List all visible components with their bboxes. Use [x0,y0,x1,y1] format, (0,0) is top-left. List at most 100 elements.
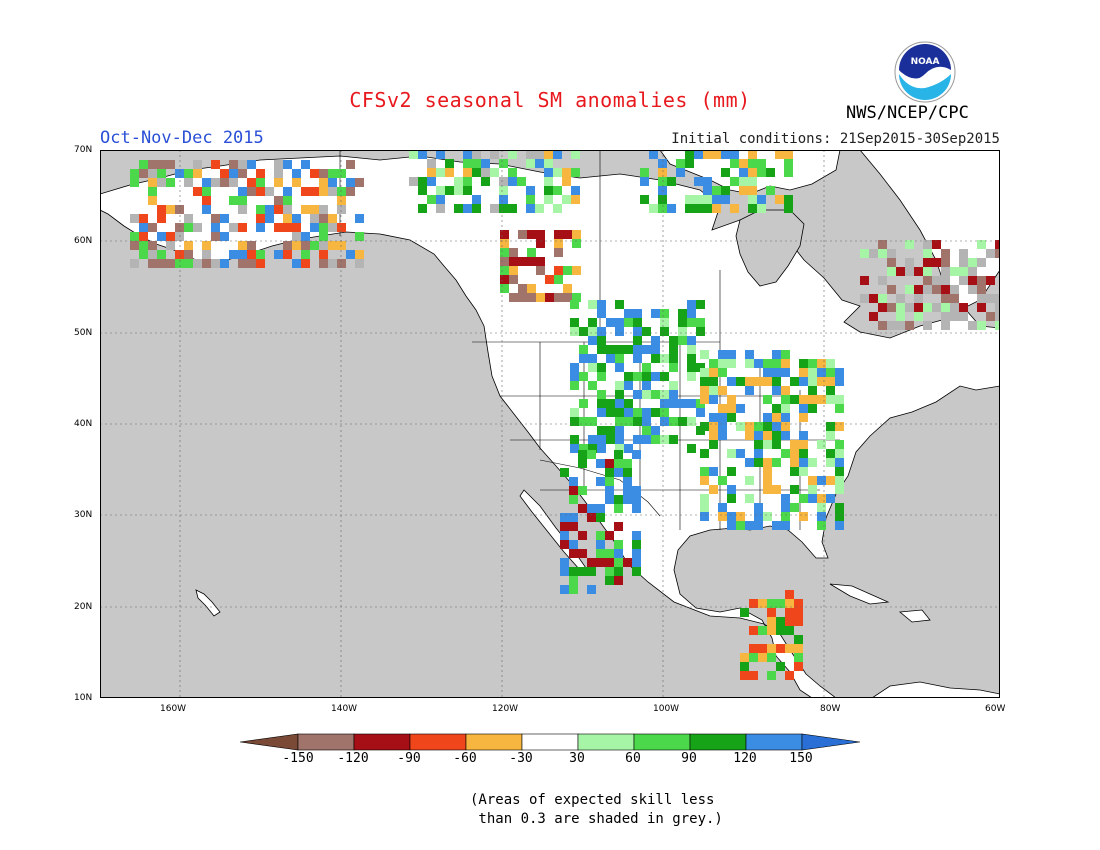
anomaly-cell [718,350,727,359]
anomaly-cell [799,440,808,449]
anomaly-cell [337,241,346,250]
anomaly-cell [238,196,247,205]
anomaly-cell [614,540,623,549]
anomaly-cell [148,241,157,250]
anomaly-cell [923,276,932,285]
anomaly-cell [749,671,758,680]
anomaly-cell [238,223,247,232]
anomaly-cell [745,431,754,440]
anomaly-cell [703,177,712,186]
anomaly-cell [763,395,772,404]
anomaly-cell [544,186,553,195]
anomaly-cell [166,259,175,268]
anomaly-cell [553,204,562,213]
legend-label: -60 [453,751,477,766]
anomaly-cell [148,259,157,268]
anomaly-cell [184,178,193,187]
anomaly-cell [605,459,614,468]
anomaly-cell [790,503,799,512]
anomaly-cell [785,590,794,599]
anomaly-cell [869,312,878,321]
anomaly-cell [808,458,817,467]
anomaly-cell [579,444,588,453]
anomaly-cell [319,250,328,259]
anomaly-cell [932,258,941,267]
anomaly-cell [790,485,799,494]
anomaly-cell [615,381,624,390]
anomaly-cell [606,399,615,408]
anomaly-cell [757,159,766,168]
anomaly-cell [578,504,587,513]
anomaly-cell [694,195,703,204]
anomaly-cell [736,404,745,413]
anomaly-cell [301,241,310,250]
legend-label: 60 [625,751,641,766]
anomaly-cell [184,250,193,259]
anomaly-cell [292,214,301,223]
anomaly-cell [878,249,887,258]
anomaly-cell [703,186,712,195]
anomaly-cell [660,372,669,381]
anomaly-cell [651,354,660,363]
anomaly-cell [642,345,651,354]
anomaly-cell [651,372,660,381]
anomaly-cell [790,467,799,476]
anomaly-cell [794,644,803,653]
anomaly-cell [950,294,959,303]
anomaly-cell [472,195,481,204]
anomaly-cell [887,285,896,294]
anomaly-cell [817,476,826,485]
anomaly-cell [941,249,950,258]
anomaly-cell [500,266,509,275]
anomaly-cell [727,485,736,494]
anomaly-cell [508,177,517,186]
anomaly-cell [229,250,238,259]
anomaly-cell [640,168,649,177]
anomaly-cell [977,321,986,330]
anomaly-cell [560,513,569,522]
anomaly-cell [310,205,319,214]
anomaly-cell [579,354,588,363]
anomaly-cell [545,275,554,284]
anomaly-cell [757,195,766,204]
anomaly-cell [229,178,238,187]
anomaly-cell [247,259,256,268]
anomaly-cell [409,177,418,186]
anomaly-cell [597,399,606,408]
anomaly-cell [799,494,808,503]
anomaly-cell [328,187,337,196]
anomaly-cell [781,494,790,503]
anomaly-cell [790,449,799,458]
legend-swatch [633,733,691,751]
anomaly-cell [878,303,887,312]
anomaly-cell [696,363,705,372]
anomaly-cell [977,240,986,249]
anomaly-cell [148,169,157,178]
anomaly-cell [560,585,569,594]
anomaly-cell [624,417,633,426]
anomaly-cell [727,449,736,458]
anomaly-cell [754,521,763,530]
anomaly-cell [651,408,660,417]
anomaly-cell [785,671,794,680]
anomaly-cell [835,503,844,512]
anomaly-cell [445,168,454,177]
legend-label: 120 [733,751,757,766]
anomaly-cell [745,377,754,386]
anomaly-cell [571,195,580,204]
anomaly-cell [826,359,835,368]
graticule [100,150,1000,698]
anomaly-cell [633,327,642,336]
anomaly-cell [700,422,709,431]
anomaly-cell [587,558,596,567]
anomaly-cell [283,223,292,232]
anomaly-cell [633,372,642,381]
anomaly-cell [578,450,587,459]
anomaly-cell [817,503,826,512]
anomaly-cell [554,293,563,302]
anomaly-cell [745,458,754,467]
anomaly-cell [995,303,1000,312]
anomaly-cell [649,150,658,159]
anomaly-cell [570,318,579,327]
hispaniola-land [899,609,931,623]
